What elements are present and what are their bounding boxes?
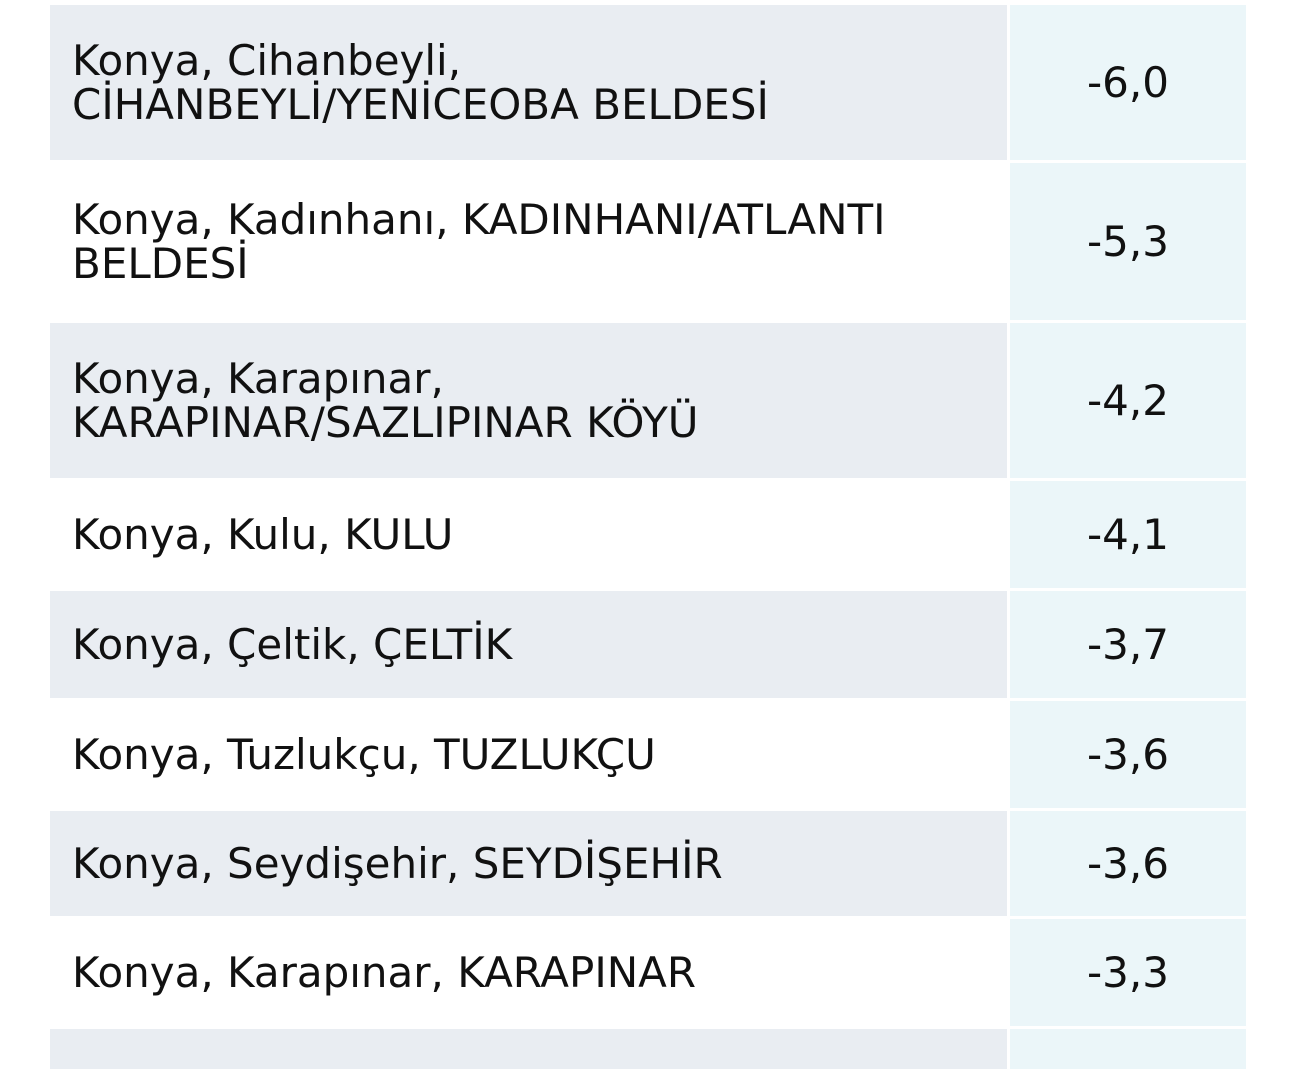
location-cell: Konya, Tuzlukçu, TUZLUKÇU	[50, 701, 1007, 808]
value-cell: -3,6	[1010, 701, 1246, 808]
value-cell: -4,2	[1010, 323, 1246, 478]
location-cell: Konya, Seydişehir, SEYDİŞEHİR	[50, 811, 1007, 916]
value-cell: -3,3	[1010, 919, 1246, 1026]
value-cell: -5,3	[1010, 163, 1246, 320]
table-row: Konya, Cihanbeyli, CİHANBEYLİ/YENİCEOBA …	[50, 5, 1246, 160]
table-row	[50, 1029, 1246, 1069]
table-row: Konya, Kadınhanı, KADINHANI/ATLANTI BELD…	[50, 163, 1246, 320]
table-row: Konya, Çeltik, ÇELTİK -3,7	[50, 591, 1246, 698]
location-cell	[50, 1029, 1007, 1069]
value-cell: -6,0	[1010, 5, 1246, 160]
location-cell: Konya, Kulu, KULU	[50, 481, 1007, 588]
value-cell: -3,6	[1010, 811, 1246, 916]
value-cell	[1010, 1029, 1246, 1069]
table-row: Konya, Tuzlukçu, TUZLUKÇU -3,6	[50, 701, 1246, 808]
location-cell: Konya, Kadınhanı, KADINHANI/ATLANTI BELD…	[50, 163, 1007, 320]
value-cell: -3,7	[1010, 591, 1246, 698]
table-row: Konya, Seydişehir, SEYDİŞEHİR -3,6	[50, 811, 1246, 916]
location-cell: Konya, Çeltik, ÇELTİK	[50, 591, 1007, 698]
location-cell: Konya, Karapınar, KARAPINAR	[50, 919, 1007, 1026]
table-row: Konya, Karapınar, KARAPINAR -3,3	[50, 919, 1246, 1026]
location-cell: Konya, Karapınar, KARAPINAR/SAZLIPINAR K…	[50, 323, 1007, 478]
table-row: Konya, Kulu, KULU -4,1	[50, 481, 1246, 588]
location-cell: Konya, Cihanbeyli, CİHANBEYLİ/YENİCEOBA …	[50, 5, 1007, 160]
temperature-table: Konya, Cihanbeyli, CİHANBEYLİ/YENİCEOBA …	[50, 5, 1246, 1072]
table-row: Konya, Karapınar, KARAPINAR/SAZLIPINAR K…	[50, 323, 1246, 478]
value-cell: -4,1	[1010, 481, 1246, 588]
